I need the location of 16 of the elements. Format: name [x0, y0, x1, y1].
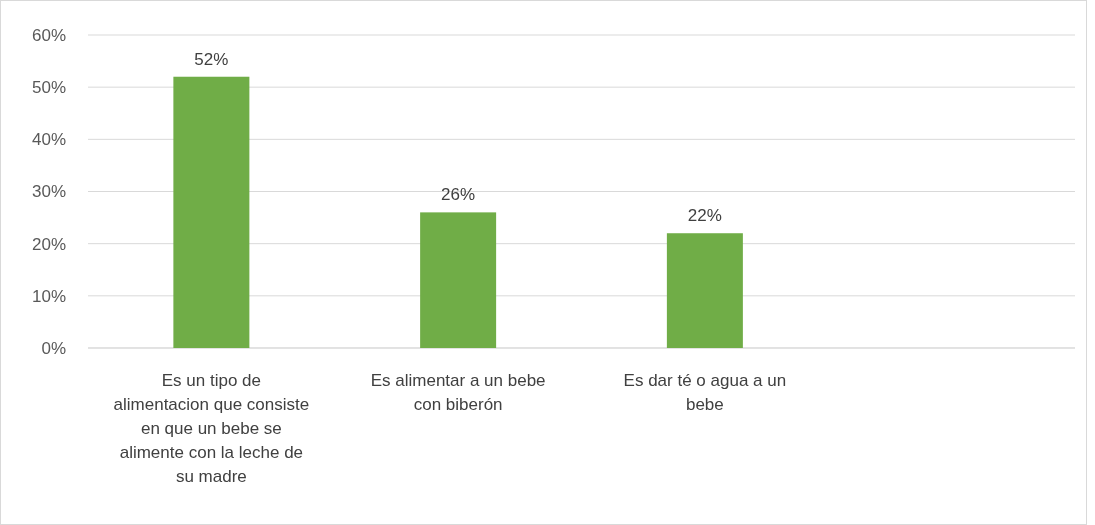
- bar: [666, 233, 743, 348]
- x-tick-label: Es alimentar a un bebe con biberón: [370, 371, 546, 414]
- x-tick-label: Es dar té o agua a un bebe: [623, 371, 787, 414]
- y-tick-label: 10%: [31, 286, 66, 306]
- y-tick-label: 0%: [41, 338, 66, 358]
- data-label: 26%: [441, 185, 476, 205]
- bar: [173, 76, 250, 348]
- y-tick-label: 40%: [31, 130, 66, 150]
- data-label: 52%: [194, 49, 229, 69]
- y-tick-label: 30%: [31, 182, 66, 202]
- x-tick-label: Es un tipo de alimentacion que consiste en que un bebe se alimente con la leche de su madre: [113, 371, 310, 486]
- bar: [420, 212, 497, 348]
- y-tick-label: 50%: [31, 78, 66, 98]
- data-label: 22%: [687, 206, 722, 226]
- y-tick-label: 20%: [31, 234, 66, 254]
- y-tick-label: 60%: [31, 25, 66, 45]
